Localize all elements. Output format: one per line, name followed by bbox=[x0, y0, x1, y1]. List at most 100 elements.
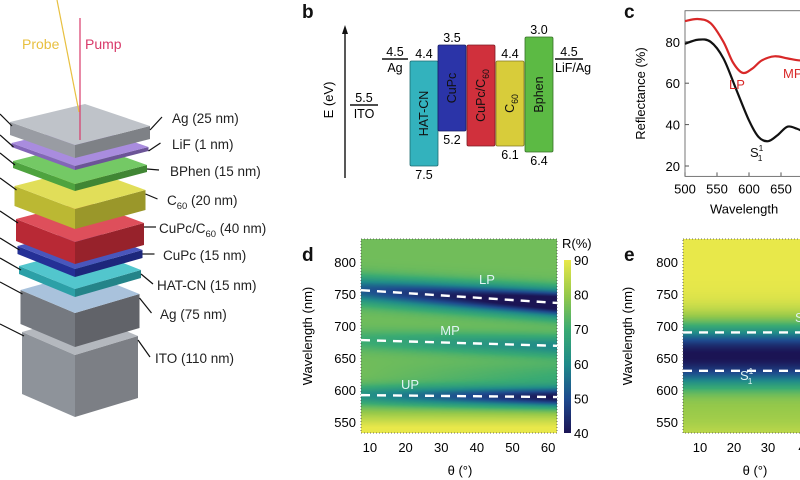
lumo-value: 4.4 bbox=[501, 47, 518, 61]
layer-label: HAT-CN (15 nm) bbox=[157, 278, 257, 293]
colorbar-tick-label: 70 bbox=[574, 322, 588, 337]
y-tick-label: 750 bbox=[334, 287, 356, 302]
homo-value: 6.1 bbox=[501, 148, 518, 162]
electrode-value: 4.5 bbox=[560, 45, 577, 59]
electrode-name: ITO bbox=[354, 107, 375, 121]
y-tick-label: 750 bbox=[656, 287, 678, 302]
colorbar-tick-label: 40 bbox=[574, 426, 588, 441]
dashed-line-UP bbox=[360, 393, 558, 399]
colorbar-label: R(%) bbox=[562, 236, 592, 251]
x-axis-label: θ (°) bbox=[448, 463, 473, 478]
x-tick-label: 550 bbox=[706, 181, 728, 196]
homo-value: 7.5 bbox=[415, 168, 432, 182]
layer-front-right bbox=[75, 223, 144, 264]
device-stack-diagram: ITO (110 nm) Ag (75 nm) HAT-CN (15 nm) CuPc… bbox=[0, 0, 266, 417]
dashed-line-MP bbox=[360, 338, 558, 348]
y-tick-label: 600 bbox=[656, 383, 678, 398]
leader-line-left bbox=[0, 113, 13, 127]
y-tick-label: 700 bbox=[656, 319, 678, 334]
reflectance-chart: 500 550 600 650 20 40 60 80 Wavelength Reflectanc… bbox=[633, 10, 800, 216]
leader-line-left bbox=[0, 237, 20, 251]
colorbar-tick-label: 60 bbox=[574, 357, 588, 372]
layer-front-left bbox=[20, 290, 75, 347]
y-tick-label: 80 bbox=[666, 35, 680, 50]
x-axis-label: Wavelength bbox=[710, 201, 778, 216]
colorbar-tick-label: 50 bbox=[574, 391, 588, 406]
probe-label: Probe bbox=[22, 36, 60, 52]
energy-axis-label: E (eV) bbox=[321, 82, 336, 119]
y-axis-label: Wavelength (nm) bbox=[300, 287, 315, 386]
leader-line bbox=[149, 116, 163, 131]
layer-front-right bbox=[75, 336, 138, 417]
leader-line-left bbox=[0, 210, 19, 224]
energy-box-1 bbox=[437, 44, 467, 132]
colorbar-tick-label: 80 bbox=[574, 288, 588, 303]
dashed-line-LP bbox=[360, 288, 558, 305]
x-tick-label: 30 bbox=[761, 440, 775, 455]
layer-label: BPhen (15 nm) bbox=[170, 164, 261, 179]
y-tick-label: 700 bbox=[334, 319, 356, 334]
x-tick-label: 4 bbox=[798, 440, 800, 455]
layer-label: CuPc (15 nm) bbox=[163, 248, 246, 263]
layer-front-left bbox=[16, 219, 75, 264]
x-tick-label: 30 bbox=[434, 440, 448, 455]
layer-front-left bbox=[14, 186, 75, 229]
leader-line bbox=[137, 339, 151, 358]
energy-box-3 bbox=[495, 60, 525, 147]
energy-box-label: HAT-CN bbox=[417, 91, 431, 137]
panel-label-c: c bbox=[624, 2, 635, 23]
layer-front-right bbox=[75, 250, 143, 277]
energy-box-label: CuPc/C60 bbox=[474, 69, 491, 122]
y-axis-label: Reflectance (%) bbox=[633, 47, 648, 139]
annotation-s11: S1 1 bbox=[750, 143, 764, 163]
electrode-value: 4.5 bbox=[386, 45, 403, 59]
layer-label: LiF (1 nm) bbox=[172, 137, 234, 152]
series-line-1 bbox=[684, 38, 800, 143]
layer-front-right bbox=[75, 294, 140, 347]
x-tick-label: 10 bbox=[363, 440, 377, 455]
layer-front-left bbox=[17, 246, 75, 277]
annotation-lp: LP bbox=[729, 77, 745, 92]
x-tick-label: 40 bbox=[470, 440, 484, 455]
leader-line bbox=[140, 273, 154, 285]
layer-front-left bbox=[11, 143, 75, 170]
arrow-up-icon bbox=[342, 25, 348, 34]
y-tick-label: 800 bbox=[656, 255, 678, 270]
plot-frame bbox=[684, 10, 800, 177]
x-tick-label: 20 bbox=[727, 440, 741, 455]
layer-front-left bbox=[19, 266, 75, 297]
leader-line bbox=[146, 168, 160, 171]
y-tick-label: 650 bbox=[334, 351, 356, 366]
plot-frame bbox=[682, 238, 800, 434]
lumo-value: 4.4 bbox=[415, 47, 432, 61]
homo-value: 5.2 bbox=[443, 133, 460, 147]
x-tick-label: 50 bbox=[505, 440, 519, 455]
y-tick-label: 40 bbox=[666, 118, 680, 133]
colorbar-tick-label: 90 bbox=[574, 253, 588, 268]
layer-label: CuPc/C60 (40 nm) bbox=[159, 221, 266, 240]
panel-label-b: b bbox=[302, 2, 314, 23]
x-tick-label: 600 bbox=[738, 181, 760, 196]
colorbar-d bbox=[564, 260, 571, 433]
panel-label-d: d bbox=[302, 245, 314, 266]
lumo-value: 3.5 bbox=[443, 31, 460, 45]
layer-front-left bbox=[13, 161, 75, 191]
heatmap-e bbox=[683, 239, 800, 433]
x-tick-label: 20 bbox=[398, 440, 412, 455]
series-line-0 bbox=[684, 17, 800, 75]
layer-front-right bbox=[75, 270, 141, 297]
y-tick-label: 550 bbox=[656, 415, 678, 430]
y-axis-label: Wavelength (nm) bbox=[620, 287, 635, 386]
y-tick-label: 550 bbox=[334, 415, 356, 430]
leader-line-left bbox=[0, 323, 25, 337]
heatmap-d-axes: 550 600 650 700 750 800 10 20 30 40 50 60 θ (°) Wavel… bbox=[300, 236, 592, 478]
electrode-name: LiF/Ag bbox=[555, 61, 591, 75]
heatmap-e-axes: 550 600 650 700 750 800 10 20 30 4 θ (°) Wavelength… bbox=[620, 238, 800, 478]
energy-box-4 bbox=[524, 36, 554, 153]
leader-line bbox=[148, 142, 161, 152]
y-tick-label: 60 bbox=[666, 76, 680, 91]
leader-line-left bbox=[0, 281, 23, 295]
layer-front-left bbox=[22, 332, 75, 417]
leader-line-left bbox=[0, 152, 16, 166]
y-tick-label: 600 bbox=[334, 383, 356, 398]
